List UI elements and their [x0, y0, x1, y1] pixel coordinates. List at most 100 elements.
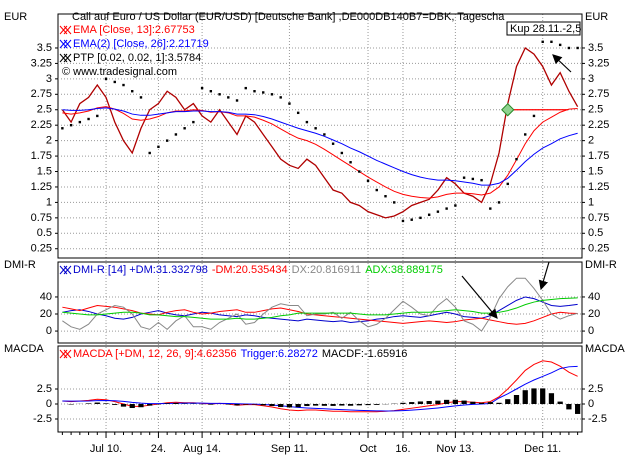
legend-entry: DX:20.816911: [292, 264, 362, 276]
legend: MACDA [+DM, 12, 26, 9]:4.62356 Trigger:6.…: [73, 348, 407, 360]
series-line: [62, 304, 578, 325]
y-tick-label: 40: [40, 291, 52, 303]
x-tick-label: 24.: [151, 443, 166, 455]
histogram-bar: [147, 403, 153, 406]
sar-dot: [157, 145, 160, 149]
sar-dot: [235, 99, 239, 102]
sar-dot: [497, 201, 501, 204]
sar-dot: [358, 170, 361, 173]
y-tick-label: 2.75: [31, 88, 52, 100]
sar-dot: [122, 83, 125, 87]
sar-dot: [270, 93, 274, 96]
histogram-bar: [295, 403, 301, 408]
panel-frame: [57, 13, 583, 259]
sar-dot: [410, 218, 413, 221]
legend-entry: Trigger:6.28272: [241, 348, 318, 360]
y-tick-label: -2.5: [588, 413, 607, 425]
legend-entry: -DM:20.535434: [212, 264, 288, 276]
y-tick-label: 2.5: [588, 104, 603, 116]
histogram-bar: [356, 403, 362, 406]
histogram-bar: [85, 403, 92, 404]
histogram-bar: [365, 403, 371, 406]
sar-dot: [253, 90, 256, 93]
histogram-bar: [470, 401, 476, 404]
sar-dot: [471, 177, 475, 181]
y-tick-label: 0.25: [588, 243, 609, 255]
x-tick-label: Sep 11.: [271, 443, 308, 455]
sar-dot: [366, 179, 370, 182]
sar-dot: [87, 117, 90, 121]
histogram-bar: [304, 403, 310, 407]
y-tick-label: 3: [588, 73, 594, 85]
legend-entry: ADX:38.889175: [365, 264, 443, 276]
sar-dot: [454, 204, 457, 207]
histogram-bar: [164, 403, 170, 404]
sar-dot: [393, 201, 396, 204]
sar-dot: [296, 111, 300, 115]
sar-dot: [262, 91, 265, 94]
x-tick-label: Aug 14.: [183, 443, 221, 455]
axis-label: DMI-R: [4, 259, 36, 271]
y-tick-label: 0.5: [37, 227, 52, 239]
y-tick-label: 2: [588, 135, 594, 147]
panel-frame: [57, 261, 583, 344]
sar-dot: [305, 120, 309, 124]
sar-dot: [288, 102, 291, 105]
sar-dot: [331, 142, 335, 145]
histogram-bar: [278, 403, 284, 408]
axis-label: DMI-R: [585, 259, 617, 271]
histogram-bar: [417, 401, 424, 404]
credit: © www.tradesignal.com: [62, 66, 177, 78]
sar-dot: [558, 43, 562, 47]
plot-layer: EUR EUR 0.25 0.25 0.5 0.5 0.75 0.75 1 1 1.25 1.25 1.…: [4, 11, 625, 455]
sar-dot: [200, 86, 204, 90]
arrow: [538, 261, 550, 291]
sar-dot: [323, 133, 326, 136]
sar-dot: [401, 219, 405, 223]
histogram-bar: [557, 401, 563, 404]
sar-dot: [96, 114, 99, 118]
histogram-bar: [496, 402, 502, 404]
histogram-bar: [260, 403, 266, 406]
histogram-bar: [575, 403, 581, 414]
histogram-bar: [478, 402, 485, 404]
y-tick-label: 2.25: [588, 119, 609, 131]
x-tick-label: Nov 13.: [436, 443, 474, 455]
close-line: [61, 46, 579, 219]
sar-dot: [480, 178, 483, 182]
histogram-bar: [129, 403, 135, 409]
sar-dot: [576, 46, 579, 50]
axis-label: EUR: [4, 11, 27, 23]
sar-dot: [69, 123, 73, 127]
sar-dot: [78, 120, 82, 124]
y-tick-label: 2.75: [588, 88, 609, 100]
sar-dot: [139, 96, 143, 99]
histogram-bar: [173, 402, 179, 404]
y-tick-label: 1.25: [588, 181, 609, 193]
legend-entry: PTP [0.02, 0.02, 1]:3.5784: [73, 52, 201, 64]
histogram-bar: [374, 403, 380, 405]
x-tick-label: Dec 11.: [524, 443, 561, 455]
sar-dot: [532, 114, 536, 118]
histogram-bar: [313, 403, 319, 406]
y-tick-label: 1: [46, 196, 52, 208]
sar-dot: [427, 213, 431, 216]
histogram-bar: [435, 400, 441, 404]
y-tick-label: 0.5: [588, 227, 603, 239]
y-tick-label: 0: [46, 325, 52, 337]
y-tick-label: 1.5: [37, 165, 52, 177]
series-line: [62, 107, 578, 186]
axis-label: MACDA: [4, 343, 44, 355]
histogram-bar: [531, 388, 537, 404]
sar-dot: [314, 127, 317, 130]
y-tick-label: 20: [588, 308, 600, 320]
histogram-bar: [339, 403, 345, 406]
legend-entry: DMI-R [14] +DM:31.332798: [73, 264, 208, 276]
sar-dot: [148, 151, 151, 155]
legend: DMI-R [14] +DM:31.332798 -DM:20.535434 DX:…: [73, 264, 443, 276]
y-tick-label: 40: [588, 291, 600, 303]
arrow: [461, 275, 498, 319]
signal-marker: [501, 103, 515, 117]
y-tick-label: 0: [588, 325, 594, 337]
histogram-bar: [112, 403, 118, 405]
